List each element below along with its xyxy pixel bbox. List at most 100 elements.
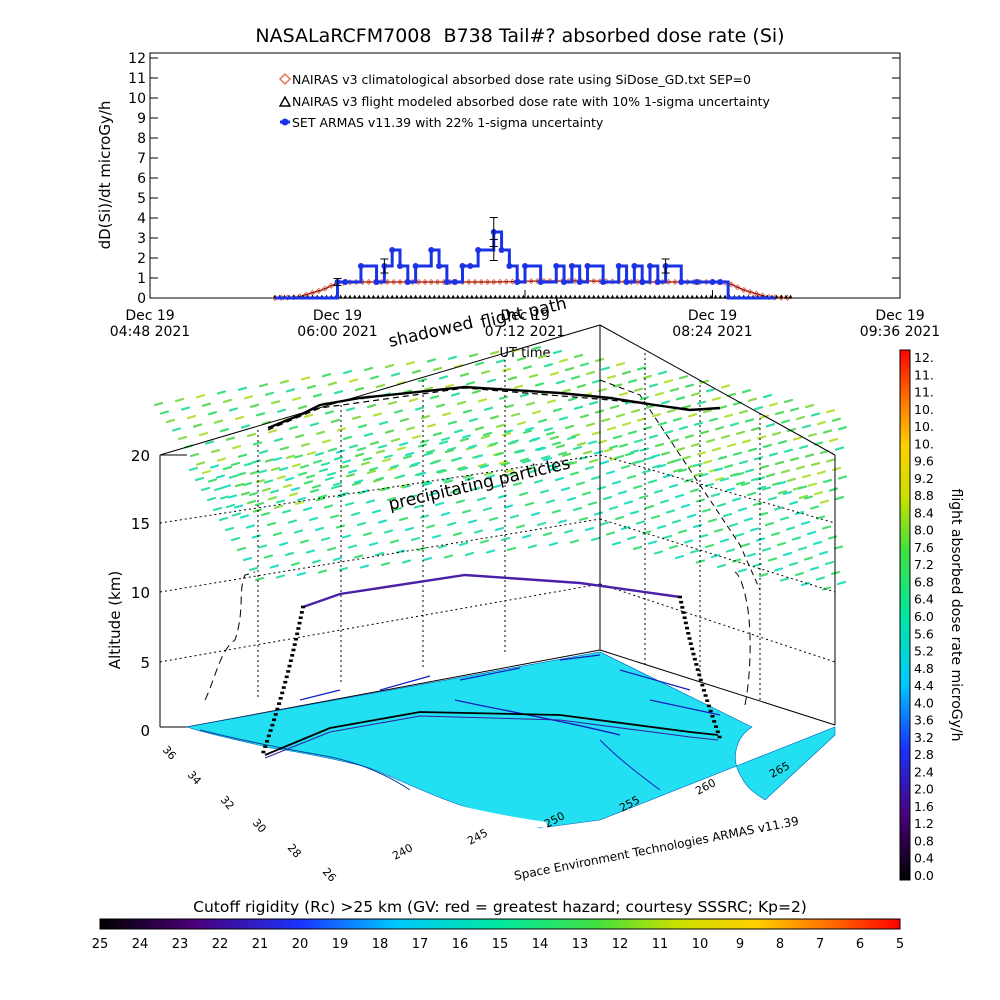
particle-mark xyxy=(275,574,286,579)
particle-mark xyxy=(288,425,299,430)
particle-mark xyxy=(758,572,769,578)
particle-mark xyxy=(405,361,416,366)
particle-mark xyxy=(279,379,290,384)
particle-mark xyxy=(555,444,566,449)
particle-mark xyxy=(764,521,775,527)
particle-mark xyxy=(837,426,848,431)
particle-mark xyxy=(363,366,374,372)
particle-mark xyxy=(714,476,725,482)
particle-mark xyxy=(378,420,389,426)
latitude-tick-label: 26 xyxy=(320,865,339,884)
particle-mark xyxy=(776,541,787,547)
colorbar-ticks: 12. 11. 11. 10. 10. 10. 9.6 9.2 8.8 8.4 8.0 7.6 7.2 6… xyxy=(914,350,934,883)
particle-mark xyxy=(746,552,757,558)
colorbar-tick-label: 6.0 xyxy=(914,609,934,624)
flight-modeled-point xyxy=(512,294,517,299)
particle-mark xyxy=(788,500,799,506)
particle-mark xyxy=(314,451,325,457)
particle-mark xyxy=(723,413,734,418)
x-tick-label: 04:48 2021 xyxy=(110,324,190,340)
particle-mark xyxy=(225,436,236,441)
colorbar-tick-label: 12. xyxy=(914,350,934,365)
particle-mark xyxy=(794,571,805,577)
flight-modeled-point xyxy=(413,294,418,299)
particle-mark xyxy=(483,471,494,476)
particle-mark xyxy=(611,480,622,485)
particle-mark xyxy=(267,496,278,501)
colorbar-tick-label: 6 xyxy=(856,937,864,952)
flight-modeled-point xyxy=(685,294,690,299)
legend-label: NAIRAS v3 flight modeled absorbed dose r… xyxy=(292,94,771,109)
particle-mark xyxy=(611,541,622,546)
particle-mark xyxy=(642,374,653,380)
flight-modeled-point xyxy=(591,294,596,299)
particle-mark xyxy=(750,426,761,432)
particle-mark xyxy=(771,431,782,436)
particle-mark xyxy=(819,449,830,455)
climatological-point xyxy=(496,278,504,286)
flight-modeled-point xyxy=(624,294,629,299)
particle-mark xyxy=(254,576,265,582)
particle-mark xyxy=(554,476,565,482)
particle-mark xyxy=(401,484,412,489)
particle-mark xyxy=(209,464,220,469)
legend-item-flight-modeled: NAIRAS v3 flight modeled absorbed dose r… xyxy=(278,94,771,109)
particle-mark xyxy=(831,466,842,472)
particle-mark xyxy=(254,501,265,507)
particle-mark xyxy=(779,577,790,582)
particle-mark xyxy=(668,483,679,489)
y-tick-label: 11 xyxy=(128,71,146,87)
particle-mark xyxy=(408,397,419,403)
particle-mark xyxy=(522,429,533,434)
particle-mark xyxy=(474,426,485,431)
particle-mark xyxy=(384,429,395,434)
particle-mark xyxy=(555,380,566,385)
flight-modeled-point xyxy=(451,294,456,299)
particle-mark xyxy=(311,484,322,489)
particle-mark xyxy=(809,505,820,510)
particle-mark xyxy=(561,452,572,457)
particle-mark xyxy=(159,410,170,415)
particle-mark xyxy=(788,561,799,567)
particle-mark xyxy=(710,553,721,559)
particle-mark xyxy=(761,486,772,491)
particle-mark xyxy=(612,434,623,440)
particle-mark xyxy=(240,491,251,496)
particle-mark xyxy=(530,511,541,517)
particle-mark xyxy=(821,586,832,591)
particle-mark xyxy=(237,453,248,458)
particle-mark xyxy=(569,539,580,544)
particle-mark xyxy=(756,485,767,490)
particle-mark xyxy=(765,423,776,428)
climatological-point xyxy=(465,278,472,286)
particle-mark xyxy=(638,494,649,500)
particle-mark xyxy=(251,534,262,539)
particle-mark xyxy=(326,471,337,477)
particle-mark xyxy=(423,386,434,391)
timeseries-chart: NASALaRCFM7008 B738 Tail#? absorbed dose… xyxy=(96,25,940,361)
flight-modeled-point xyxy=(371,294,376,299)
particle-mark xyxy=(614,454,625,460)
particle-mark xyxy=(551,441,562,446)
flight-modeled-point xyxy=(549,294,554,299)
particle-mark xyxy=(285,388,296,393)
flight-modeled-point xyxy=(676,294,681,299)
particle-mark xyxy=(500,461,511,467)
particle-mark xyxy=(261,420,272,425)
perspective-plot: 0 5 10 15 20 Altitude (km) 36 34 32 30 28 26 240 2… xyxy=(106,294,848,884)
particle-mark xyxy=(728,522,739,528)
flight-modeled-point xyxy=(648,294,652,299)
particle-mark xyxy=(804,403,815,409)
particle-mark xyxy=(653,550,664,555)
flight-modeled-point xyxy=(432,294,437,299)
particle-mark xyxy=(273,504,284,509)
climatological-point xyxy=(740,286,747,294)
particle-mark xyxy=(213,419,224,424)
particle-mark xyxy=(494,451,505,457)
particle-mark xyxy=(395,474,406,479)
climatological-point xyxy=(753,290,760,297)
particle-mark xyxy=(270,466,281,472)
colorbar-tick-label: 5 xyxy=(896,937,904,952)
latitude-tick-label: 28 xyxy=(285,841,304,860)
colorbar-tick-label: 0.4 xyxy=(914,851,934,866)
